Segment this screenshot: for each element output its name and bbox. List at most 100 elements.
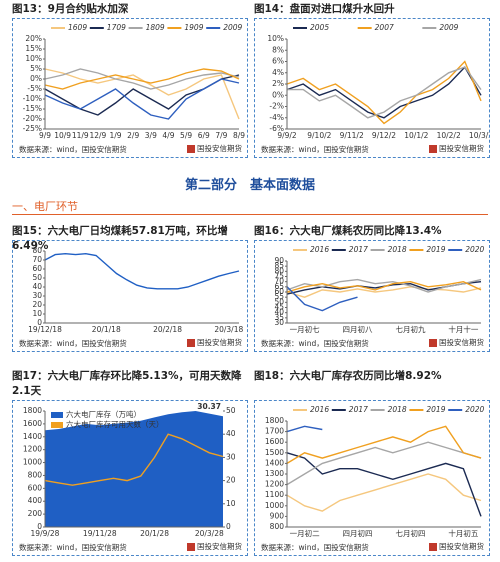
y-tick-label: 1300 (265, 469, 284, 478)
y-tick-label: 800 (270, 522, 285, 531)
legend-label: 2018 (388, 245, 407, 254)
legend-label: 2019 (426, 245, 445, 254)
logo-text: 国投安信期货 (439, 541, 484, 551)
y-tick-label: 1800 (23, 406, 42, 415)
legend-label: 2019 (426, 405, 445, 414)
y-tick-label: 30 (274, 318, 284, 327)
y-tick-label: 1600 (265, 437, 284, 446)
chart: -6% -4% -2% 0% 2% 4% 6% 8% 10% 9/9/2 9/10/2 9/11/2 9… (261, 23, 493, 154)
series-line (44, 433, 224, 486)
x-tick-label: 4/9 (162, 131, 174, 140)
logo-text: 国投安信期货 (197, 143, 242, 153)
x-tick-label: 19/12/18 (28, 325, 62, 334)
y-tick-label: 80 (32, 246, 42, 255)
legend-label: 2017 (349, 405, 368, 414)
y-tick-label: 75 (274, 272, 284, 281)
y-tick-label: 2% (272, 79, 284, 88)
figure-caption: 图13：9月合约贴水加深 (12, 3, 129, 15)
y-tick-label: 60 (32, 264, 42, 273)
x-tick-label: 9/11/2 (340, 131, 364, 140)
x-tick-label: 一月初二 (290, 528, 320, 538)
figure-caption: 图16：六大电厂煤耗农历同比降13.4% (254, 225, 442, 237)
y-tick-label: 5% (30, 64, 42, 73)
logo-text: 国投安信期货 (197, 541, 242, 551)
y-tick-label: 4% (272, 68, 284, 77)
series-line (286, 425, 482, 464)
y-tick-label: -15% (23, 104, 42, 113)
legend-label: 1609 (68, 23, 87, 32)
logo-text: 国投安信期货 (197, 337, 242, 347)
y-tick-label: 1800 (265, 416, 284, 425)
y-tick-label: 30 (32, 291, 42, 300)
figure-caption: 图15：六大电厂日均煤耗57.81万吨，环比增6.49% (12, 225, 228, 252)
logo-text: 国投安信期货 (439, 337, 484, 347)
data-label: 30.37 (197, 402, 221, 411)
source-note: 数据来源：wind，国投安信期货 (261, 542, 369, 552)
y-tick-label: 600 (28, 483, 43, 492)
series-line (286, 452, 482, 517)
series-line (44, 78, 240, 120)
figure-caption: 图14：盘面对进口煤升水回升 (254, 3, 395, 15)
y-tick-label: -10% (23, 94, 42, 103)
chart: -25%-20%-15%-10%-5%0%5%10%15%20%9/9 10/9 1… (19, 23, 245, 154)
series-line (286, 473, 482, 512)
legend-label: 2016 (310, 245, 329, 254)
y-tick-label: -20% (23, 114, 42, 123)
x-tick-label: 9/9/2 (277, 131, 297, 140)
x-tick-label: 20/2/18 (153, 325, 182, 334)
series-line (44, 68, 240, 120)
y-tick-label: 50 (274, 297, 284, 306)
legend-label: 2017 (349, 245, 368, 254)
y-tick-label: 10% (267, 34, 284, 43)
chart-box: -25% -20% -15% -10% -5% 0% 5% 10% 15% 20% 9/9 10/9 1… (12, 18, 248, 158)
x-tick-label: 20/3/18 (214, 325, 243, 334)
x-tick-label: 20/1/28 (140, 529, 169, 538)
series-line (286, 280, 482, 293)
x-tick-label: 20/3/28 (195, 529, 224, 538)
y2-tick-label: 40 (226, 429, 236, 438)
chart: 0 200 400 600 800 1000 1200 1400 1600 1800 0 10 20 30… (19, 402, 242, 552)
y-tick-label: 10 (32, 309, 42, 318)
y-tick-label: 15% (25, 44, 42, 53)
source-note: 数据来源：wind，国投安信期货 (19, 144, 127, 154)
y-tick-label: -2% (269, 102, 284, 111)
legend-label: 2005 (310, 23, 329, 32)
y2-tick-label: 30 (226, 452, 236, 461)
x-tick-label: 四月初四 (343, 528, 373, 538)
y-tick-label: 55 (274, 292, 284, 301)
y-tick-label: 40 (274, 308, 284, 317)
y-tick-label: 85 (274, 261, 284, 270)
y-tick-label: 80 (274, 266, 284, 275)
legend-swatch (51, 422, 63, 428)
legend-label: 六大电厂库存可用天数（天） (66, 419, 164, 429)
figure-caption: 图17：六大电厂库存环比降5.13%，可用天数降2.1天 (12, 370, 242, 397)
x-tick-label: 19/9/28 (31, 529, 60, 538)
y2-tick-label: 10 (226, 499, 236, 508)
subsection-title: 一、电厂环节 (12, 200, 78, 213)
y-tick-label: 40 (32, 282, 42, 291)
y-tick-label: 400 (28, 496, 43, 505)
x-tick-label: 20/1/18 (92, 325, 121, 334)
x-tick-label: 5/9 (180, 131, 192, 140)
series-line (286, 65, 482, 119)
y-tick-label: 35 (274, 313, 284, 322)
legend-label: 1709 (107, 23, 126, 32)
x-tick-label: 7/9 (215, 131, 227, 140)
series-line (44, 68, 240, 90)
x-tick-label: 12/9 (89, 131, 106, 140)
y-tick-label: 20% (25, 34, 42, 43)
chart-box: 0 10 20 30 40 50 60 70 80 19/12/18 20/1/18 20/2/18 2… (12, 240, 248, 352)
x-tick-label: 3/9 (145, 131, 157, 140)
x-tick-label: 9/10/2 (307, 131, 331, 140)
x-tick-label: 6/9 (198, 131, 210, 140)
y-tick-label: 1700 (265, 427, 284, 436)
section-title: 第二部分 基本面数据 (184, 178, 315, 193)
logo-mark (187, 543, 195, 551)
y-tick-label: 45 (274, 303, 284, 312)
legend-label: 2009 (223, 23, 242, 32)
legend-label: 2020 (465, 245, 484, 254)
